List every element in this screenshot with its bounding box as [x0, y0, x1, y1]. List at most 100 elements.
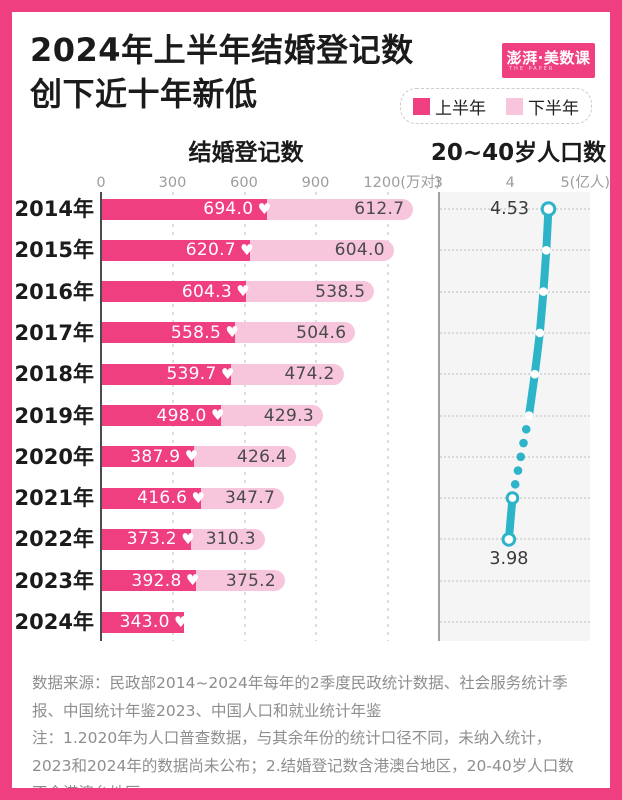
- line-segment-solid: [525, 205, 553, 420]
- second-half-bar: 504.6: [235, 322, 356, 344]
- line-point: [542, 246, 551, 255]
- thepaper-logo: 澎湃·美数课 THE PAPER: [502, 43, 595, 78]
- heart-icon: ♥: [185, 571, 200, 590]
- year-label: 2023年: [14, 568, 94, 593]
- legend-item-first-half: 上半年: [413, 94, 486, 119]
- bar-chart-title: 结婚登记数: [188, 140, 304, 166]
- page-title-line1: 2024年上半年结婚登记数: [30, 31, 414, 69]
- first-half-swatch-icon: [413, 97, 430, 115]
- infographic-canvas: 2024年上半年结婚登记数 创下近十年新低 澎湃·美数课 THE PAPER 上…: [12, 12, 610, 788]
- second-half-bar: 347.7: [201, 487, 285, 509]
- footer-note: 注：1.2020年为人口普查数据，与其余年份的统计口径不同，未纳入统计，2023…: [32, 729, 574, 788]
- first-half-bar: 498.0: [102, 405, 221, 426]
- year-label: 2024年: [14, 610, 94, 634]
- bar-chart-axis-line: [100, 192, 102, 641]
- bar-chart-gridline: [386, 192, 389, 641]
- second-half-value: 538.5: [315, 281, 366, 302]
- bar-axis-tick: 1200(万对): [363, 175, 441, 191]
- line-chart-gridline: [440, 621, 590, 623]
- thepaper-logo-subtext: THE PAPER: [509, 65, 555, 72]
- bar-axis-tick: 900: [301, 175, 330, 191]
- line-point: [530, 369, 540, 379]
- page-title-line2: 创下近十年新低: [30, 75, 258, 113]
- line-axis-tick: 4: [505, 175, 515, 191]
- year-label: 2019年: [14, 403, 94, 428]
- population-min-label: 3.98: [489, 549, 529, 570]
- first-half-bar: 387.9: [102, 446, 195, 468]
- first-half-value: 498.0: [156, 405, 207, 426]
- population-max-label: 4.53: [490, 199, 529, 219]
- first-half-bar: 373.2: [102, 528, 191, 550]
- line-point-endpoint: [540, 201, 557, 217]
- heart-icon: ♥: [184, 447, 199, 466]
- first-half-value: 343.0: [119, 612, 170, 632]
- dotted-gap-dot: [513, 466, 523, 475]
- first-half-value: 539.7: [166, 364, 217, 385]
- first-half-value: 694.0: [203, 199, 254, 219]
- second-half-value: 426.4: [236, 446, 288, 467]
- second-half-value: 347.7: [224, 488, 276, 509]
- page-title: 2024年上半年结婚登记数 创下近十年新低: [30, 28, 460, 116]
- dotted-gap-dot: [519, 438, 528, 448]
- line-chart-gridline: [440, 249, 590, 252]
- dotted-gap-dot: [510, 480, 520, 489]
- heart-icon: ♥: [174, 612, 188, 631]
- line-point: [505, 491, 520, 505]
- legend-item-second-half: 下半年: [506, 94, 579, 119]
- second-half-value: 429.3: [263, 405, 314, 426]
- first-half-bar: 620.7: [102, 239, 250, 261]
- second-half-value: 310.3: [205, 529, 256, 550]
- second-half-bar: 538.5: [246, 281, 375, 303]
- line-point: [539, 287, 548, 296]
- second-half-value: 504.6: [296, 322, 347, 343]
- legend-label-first-half: 上半年: [435, 98, 486, 119]
- second-half-value: 474.2: [284, 364, 335, 385]
- heart-icon: ♥: [236, 282, 250, 301]
- year-label: 2018年: [14, 362, 94, 387]
- line-chart-gridline: [440, 331, 590, 334]
- bar-axis-tick: 600: [230, 175, 258, 191]
- second-half-bar: 604.0: [249, 239, 394, 261]
- legend: 上半年 下半年: [400, 88, 592, 124]
- first-half-bar: 343.0: [102, 611, 184, 633]
- legend-label-second-half: 下半年: [528, 98, 579, 119]
- line-point: [524, 411, 534, 420]
- first-half-bar: 558.5: [102, 322, 236, 344]
- second-half-value: 375.2: [225, 570, 276, 591]
- year-label: 2016年: [14, 279, 94, 304]
- first-half-value: 373.2: [126, 529, 177, 550]
- first-half-value: 620.7: [185, 240, 236, 261]
- year-label: 2014年: [14, 197, 94, 221]
- line-axis-tick: 3: [433, 175, 443, 191]
- heart-icon: ♥: [240, 240, 254, 259]
- heart-icon: ♥: [210, 406, 225, 424]
- year-label: 2021年: [14, 486, 94, 511]
- first-half-value: 604.3: [181, 281, 232, 302]
- bar-axis-tick: 0: [96, 175, 106, 191]
- population-line-chart: [501, 201, 557, 547]
- first-half-value: 387.9: [130, 446, 181, 467]
- heart-icon: ♥: [257, 199, 272, 218]
- footer: 数据来源：民政部2014~2024年每年的2季度民政统计数据、社会服务统计季报、…: [32, 670, 584, 788]
- line-chart-axis-line: [438, 192, 440, 641]
- second-half-value: 604.0: [334, 240, 385, 261]
- thepaper-logo-text: 澎湃·美数课: [506, 48, 591, 67]
- line-chart-gridline: [440, 414, 590, 417]
- second-half-bar: 375.2: [195, 570, 285, 592]
- second-half-bar: 310.3: [190, 528, 265, 550]
- first-half-value: 392.8: [131, 570, 182, 591]
- second-half-bar: 426.4: [194, 446, 297, 468]
- line-chart-gridline: [440, 208, 590, 210]
- first-half-bar: 392.8: [102, 570, 196, 592]
- footer-source: 数据来源：民政部2014~2024年每年的2季度民政统计数据、社会服务统计季报、…: [32, 674, 568, 720]
- line-chart-gridline: [440, 290, 590, 293]
- second-half-bar: 429.3: [220, 405, 323, 426]
- second-half-bar: 474.2: [230, 363, 344, 385]
- first-half-value: 416.6: [137, 488, 188, 509]
- year-label: 2020年: [14, 444, 94, 469]
- year-label: 2022年: [14, 527, 94, 552]
- dotted-gap-dot: [516, 452, 526, 462]
- dotted-gap-dot: [521, 424, 531, 434]
- heart-icon: ♥: [191, 488, 205, 507]
